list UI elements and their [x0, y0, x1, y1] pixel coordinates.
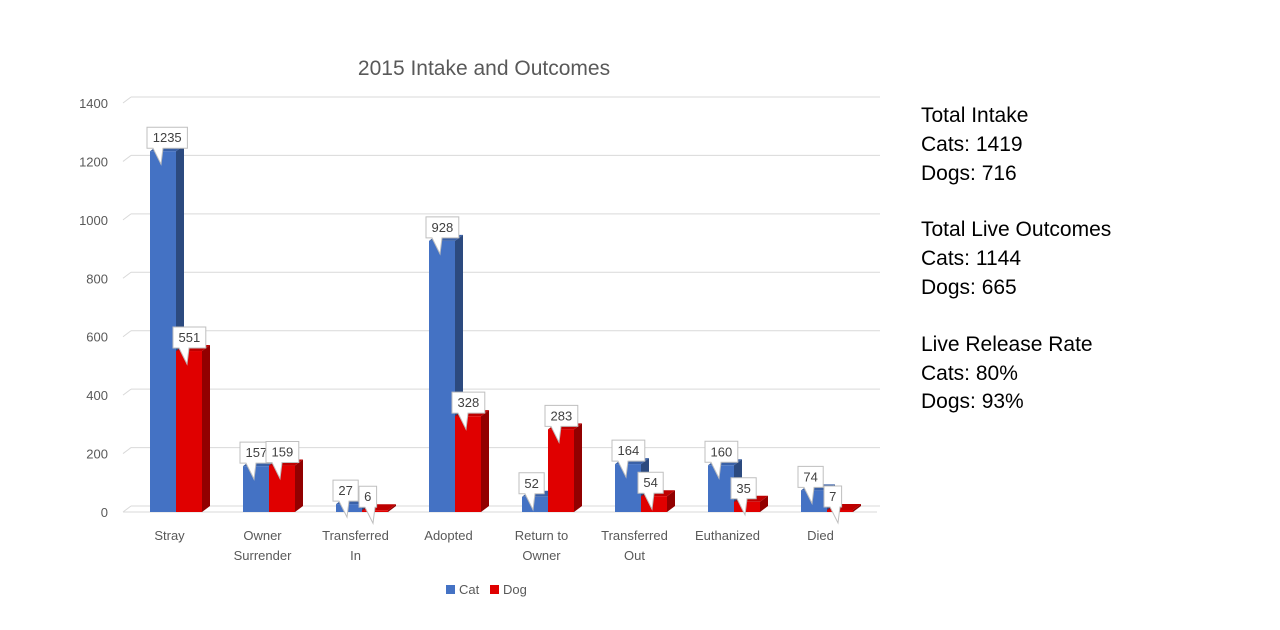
gridline-depth [122, 505, 132, 513]
stat-value: Dogs: 665 [921, 275, 1017, 299]
gridline-depth [122, 271, 132, 279]
svg-text:928: 928 [432, 220, 454, 235]
y-tick-label: 0 [101, 505, 108, 520]
y-tick-label: 1000 [79, 213, 108, 228]
stat-heading: Total Live Outcomes [921, 218, 1112, 242]
data-label: 1235 [146, 126, 188, 166]
y-tick-label: 600 [86, 330, 108, 345]
data-label: 74 [797, 465, 824, 506]
svg-text:328: 328 [458, 395, 480, 410]
x-axis: Stray Owner Surrender Transferred In Adopted R… [154, 528, 834, 563]
x-category-label: Owner Surrender [234, 528, 292, 563]
data-label: 164 [611, 439, 646, 479]
y-axis: 0 200 400 600 800 1000 1200 1400 [79, 96, 108, 520]
bar-dog [455, 410, 489, 512]
legend-item-dog: Dog [490, 582, 527, 597]
y-tick-label: 400 [86, 388, 108, 403]
svg-text:6: 6 [364, 489, 371, 504]
stat-value: Dogs: 93% [921, 390, 1024, 414]
data-labels: 1235 551 157 159 27 6 928 328 52 283 164 54 160 35 74 7 [146, 126, 843, 525]
svg-text:Dog: Dog [503, 582, 527, 597]
data-label: 159 [265, 441, 300, 481]
stat-value: Cats: 80% [921, 361, 1018, 385]
x-category-label: Transferred In [322, 528, 389, 563]
svg-text:7: 7 [829, 489, 836, 504]
y-tick-label: 1200 [79, 154, 108, 169]
data-label: 157 [239, 441, 274, 481]
svg-text:27: 27 [338, 483, 352, 498]
svg-text:Cat: Cat [459, 582, 480, 597]
gridline-depth [122, 388, 132, 396]
x-category-label: Died [807, 528, 834, 543]
x-category-label: Stray [154, 528, 185, 543]
x-category-label: Adopted [424, 528, 472, 543]
svg-text:54: 54 [643, 475, 657, 490]
bar-dog [548, 423, 582, 512]
bar-chart: 2015 Intake and Outcomes 0 200 400 600 800 10… [79, 57, 880, 597]
stat-value: Dogs: 716 [921, 161, 1017, 185]
gridline-depth [122, 96, 132, 104]
data-label: 6 [358, 485, 378, 525]
data-label: 551 [172, 326, 207, 366]
stats-panel: Total Intake Cats: 1419 Dogs: 716 Total … [921, 102, 1111, 445]
stat-heading: Total Intake [921, 104, 1029, 127]
gridline-depth [122, 155, 132, 162]
svg-text:52: 52 [524, 476, 538, 491]
data-label: 54 [637, 471, 664, 511]
data-label: 27 [332, 479, 359, 519]
gridline-depth [122, 447, 132, 454]
data-label: 160 [704, 440, 739, 480]
stat-group-total-intake: Total Intake Cats: 1419 Dogs: 716 [921, 102, 1111, 188]
bar-dog [176, 345, 210, 512]
legend-item-cat: Cat [446, 582, 480, 597]
data-label: 35 [730, 477, 757, 517]
gridline-depth [122, 213, 132, 221]
chart-title: 2015 Intake and Outcomes [358, 57, 610, 80]
data-label: 928 [425, 216, 460, 256]
data-label: 52 [518, 472, 545, 512]
stat-value: Cats: 1419 [921, 132, 1023, 156]
svg-text:1235: 1235 [153, 130, 182, 145]
svg-text:35: 35 [736, 481, 750, 496]
y-tick-label: 200 [86, 447, 108, 462]
svg-text:159: 159 [272, 445, 294, 460]
data-label: 328 [451, 391, 486, 431]
data-label: 283 [544, 404, 579, 445]
bar-cat [429, 234, 463, 513]
stat-heading: Live Release Rate [921, 332, 1093, 356]
x-category-label: Return to Owner [515, 528, 568, 563]
svg-text:164: 164 [618, 443, 640, 458]
legend: Cat Dog [446, 582, 527, 597]
y-tick-label: 1400 [79, 96, 108, 111]
svg-text:74: 74 [803, 469, 817, 484]
stat-group-total-live-outcomes: Total Live Outcomes Cats: 1144 Dogs: 665 [921, 216, 1111, 302]
stat-value: Cats: 1144 [921, 247, 1022, 271]
gridline-depth [122, 330, 132, 338]
gridlines [122, 96, 880, 513]
y-tick-label: 800 [86, 271, 108, 286]
x-category-label: Transferred Out [601, 528, 668, 563]
svg-text:283: 283 [551, 408, 573, 423]
stat-group-live-release-rate: Live Release Rate Cats: 80% Dogs: 93% [921, 331, 1111, 417]
x-category-label: Euthanized [695, 528, 760, 543]
data-label: 7 [823, 485, 843, 525]
svg-text:551: 551 [179, 330, 201, 345]
svg-text:157: 157 [246, 445, 268, 460]
svg-text:160: 160 [711, 444, 733, 459]
